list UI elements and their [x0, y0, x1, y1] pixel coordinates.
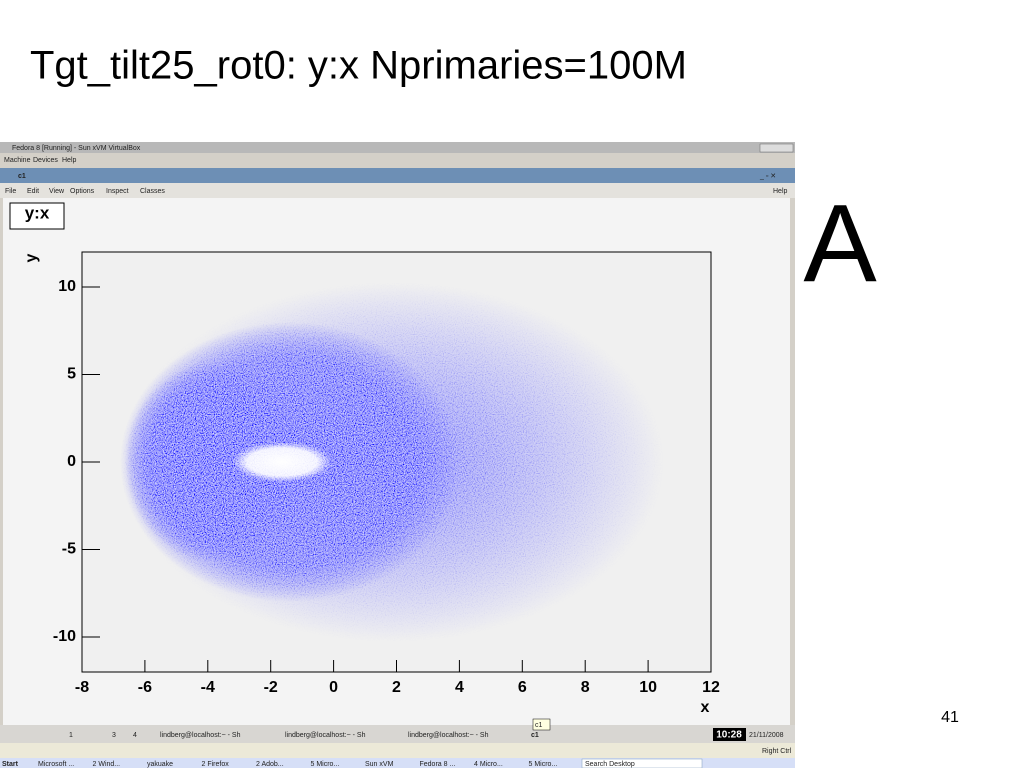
desktop[interactable]: 4 — [133, 732, 137, 739]
windows-task[interactable]: 5 Micro... — [529, 761, 558, 768]
task[interactable]: c1 — [531, 732, 539, 739]
y-tick-label: -10 — [53, 628, 76, 645]
x-tick-label: 12 — [702, 679, 720, 696]
windows-task[interactable]: Fedora 8 ... — [420, 761, 456, 768]
c1-title: c1 — [18, 173, 26, 180]
windows-task[interactable]: 2 Wind... — [93, 761, 121, 768]
c1-menubar — [0, 183, 795, 198]
slide-marker: A — [803, 182, 877, 305]
y-tick-label: 5 — [67, 366, 76, 383]
vm-menu[interactable]: Help — [62, 157, 77, 164]
c1-menu[interactable]: View — [49, 188, 65, 195]
y-tick-label: -5 — [62, 541, 76, 558]
windows-task[interactable]: 2 Firefox — [202, 761, 230, 768]
c1-menu[interactable]: Edit — [27, 188, 39, 195]
clock: 10:28 — [716, 730, 742, 741]
vm-titlebar — [0, 142, 795, 153]
tooltip-text: c1 — [535, 722, 543, 729]
y-axis-label: y — [23, 253, 40, 262]
x-tick-label: -6 — [138, 679, 152, 696]
task[interactable]: lindberg@localhost:~ - Sh — [285, 732, 366, 739]
c1-titlebar — [0, 168, 795, 183]
windows-task[interactable]: 5 Micro... — [311, 761, 340, 768]
page-number: 41 — [941, 709, 959, 726]
windows-taskbar — [0, 758, 795, 768]
c1-controls[interactable]: _ ▫ ✕ — [759, 173, 776, 180]
host-key: Right Ctrl — [762, 748, 792, 755]
y-tick-label: 10 — [58, 278, 76, 295]
x-tick-label: 6 — [518, 679, 527, 696]
x-axis-label: x — [701, 699, 710, 716]
plot-title: y:x — [25, 203, 50, 222]
slide-title: Tgt_tilt25_rot0: y:x Nprimaries=100M — [30, 44, 687, 88]
windows-task[interactable]: 4 Micro... — [474, 761, 503, 768]
vm-menu[interactable]: Machine — [4, 157, 31, 164]
plot: -8 -6 -4 -2 0 2 4 6 8 10 12 -10 -5 0 5 10 x y — [23, 251, 720, 716]
windows-task[interactable]: Start — [2, 761, 19, 768]
date: 21/11/2008 — [749, 732, 784, 739]
x-tick-label: 8 — [581, 679, 590, 696]
c1-menu[interactable]: Classes — [140, 188, 165, 195]
tooltip — [532, 718, 551, 731]
cloud-hole — [232, 442, 332, 482]
task[interactable]: lindberg@localhost:~ - Sh — [408, 732, 489, 739]
x-tick-label: 10 — [639, 679, 657, 696]
vm-menu[interactable]: Devices — [33, 157, 58, 164]
x-tick-label: 4 — [455, 679, 464, 696]
host-tray — [0, 743, 795, 758]
plot-title-box — [9, 202, 65, 230]
desktop[interactable]: 3 — [112, 732, 116, 739]
windows-task[interactable]: Microsoft ... — [38, 761, 74, 768]
clock-box — [713, 728, 746, 741]
task[interactable]: lindberg@localhost:~ - Sh — [160, 732, 241, 739]
c1-menu[interactable]: File — [5, 188, 16, 195]
search-placeholder: Search Desktop — [585, 761, 635, 768]
c1-menu[interactable]: Options — [70, 188, 95, 195]
search-box[interactable] — [581, 758, 703, 768]
c1-menu[interactable]: Inspect — [106, 188, 129, 195]
desktop[interactable]: 1 — [69, 732, 73, 739]
x-tick-label: -4 — [201, 679, 215, 696]
x-tick-label: 0 — [329, 679, 338, 696]
vm-controls[interactable] — [759, 143, 794, 153]
x-tick-label: -2 — [264, 679, 278, 696]
y-tick-label: 0 — [67, 453, 76, 470]
windows-task[interactable]: Sun xVM — [365, 761, 394, 768]
vm-title: Fedora 8 [Running] - Sun xVM VirtualBox — [12, 145, 141, 152]
point-cloud — [120, 282, 664, 642]
x-tick-label: -8 — [75, 679, 89, 696]
cloud-left — [125, 362, 305, 562]
windows-task[interactable]: yakuake — [147, 761, 173, 768]
x-tick-label: 2 — [392, 679, 401, 696]
windows-task[interactable]: 2 Adob... — [256, 761, 284, 768]
linux-taskbar — [0, 725, 795, 743]
c1-menu[interactable]: Help — [773, 188, 788, 195]
